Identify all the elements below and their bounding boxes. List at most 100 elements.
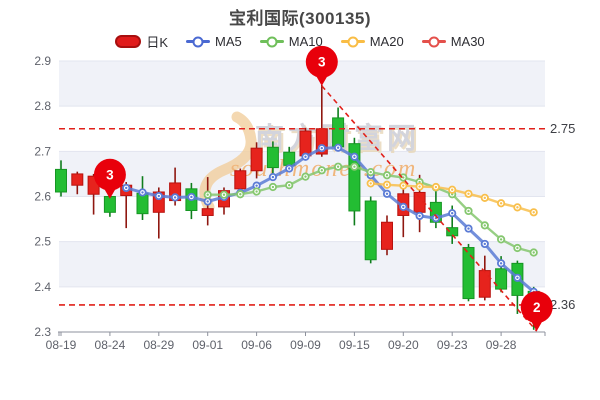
ma10-point-dot [288, 184, 291, 187]
candle-body [55, 168, 67, 193]
ma10-point-dot [353, 165, 356, 168]
candle-body [495, 268, 508, 290]
candle-body [71, 173, 84, 186]
ma5-point-dot [385, 192, 389, 195]
legend-label: MA20 [369, 34, 404, 49]
ma20-point-dot [451, 188, 454, 191]
y-axis-label: 2.5 [34, 235, 51, 249]
ma20-point-dot [532, 211, 535, 214]
candle-body [332, 117, 345, 148]
legend-item-ma20[interactable]: MA20 [340, 34, 404, 49]
daily-k-swatch-icon [115, 35, 142, 48]
reference-line-label: 2.75 [550, 121, 575, 136]
ma10-point-dot [467, 209, 470, 213]
plot-band [59, 61, 545, 107]
x-axis-label: 08-19 [46, 338, 77, 352]
balloon-circle-icon [93, 158, 126, 191]
x-axis-label: 09-06 [241, 338, 272, 352]
candle-body [234, 170, 247, 190]
ma5-point-dot [125, 186, 128, 190]
ma20-point-dot [434, 185, 438, 189]
ma20-ring-icon [347, 36, 359, 47]
ma10-point-dot [206, 193, 209, 196]
balloon-circle-icon [520, 291, 553, 324]
y-axis-label: 2.8 [34, 99, 51, 113]
candle-body [266, 146, 279, 169]
trendline [321, 85, 538, 332]
candle-body [462, 247, 475, 300]
candle-body [364, 200, 377, 261]
ma10-point-dot [516, 246, 519, 250]
ma5-point-dot [320, 146, 323, 150]
ma5-point-dot [190, 195, 193, 199]
ma20-point-dot [402, 184, 405, 187]
ma5-point-dot [271, 175, 275, 179]
ma10-point-dot [255, 190, 258, 193]
legend-item-daily-k[interactable]: 日K [115, 32, 168, 51]
chart-title: 宝利国际(300135) [228, 9, 372, 28]
ma5-point-dot [516, 276, 519, 279]
candle-body [283, 151, 296, 166]
ma20-marker-icon [340, 36, 365, 47]
y-axis-label: 2.3 [34, 325, 51, 339]
legend-label: MA5 [215, 34, 242, 49]
ma5-point-dot [451, 212, 454, 215]
ma20-point-dot [418, 185, 421, 188]
balloon-circle-icon [305, 45, 338, 78]
ma10-point-dot [369, 170, 372, 174]
ma5-point-dot [304, 155, 307, 158]
legend-item-ma5[interactable]: MA5 [186, 34, 242, 49]
ma30-marker-icon [421, 36, 446, 47]
ma5-point-dot [336, 146, 340, 149]
y-axis-label: 2.9 [34, 54, 51, 68]
ma20-point-dot [467, 192, 470, 195]
ma5-ring-icon [192, 36, 204, 47]
x-axis-label: 09-15 [339, 338, 370, 352]
ma30-ring-icon [428, 36, 440, 47]
legend-item-ma30[interactable]: MA30 [421, 34, 485, 49]
x-axis-label: 09-01 [192, 338, 223, 352]
x-axis-label: 08-24 [95, 338, 126, 352]
ma10-point-dot [385, 174, 389, 177]
ma5-point-dot [141, 191, 144, 194]
y-axis-label: 2.6 [34, 190, 51, 204]
candle-body [299, 130, 312, 157]
ma5-point-dot [157, 194, 160, 198]
marker-balloon: 3 [305, 45, 338, 86]
ma10-line [203, 162, 538, 257]
y-axis-label: 2.4 [34, 280, 51, 294]
x-axis-label: 08-29 [143, 338, 174, 352]
candle-body [446, 227, 459, 237]
ma20-point-dot [369, 182, 372, 185]
ma20-point-dot [499, 202, 503, 205]
ma5-point-dot [418, 214, 421, 218]
ma10-point-dot [320, 169, 323, 172]
ma20-point-dot [516, 206, 519, 209]
candle-body [478, 270, 491, 298]
ma5-point-dot [402, 205, 405, 209]
ma10-point-dot [499, 238, 503, 241]
ma10-point-dot [239, 193, 242, 196]
legend-label: MA10 [288, 34, 323, 49]
legend: 日K MA5 MA10 MA20 MA30 [0, 32, 600, 51]
ma10-point-dot [336, 165, 340, 168]
legend-label: MA30 [450, 34, 485, 49]
legend-label: 日K [146, 35, 169, 50]
ma10-point-dot [532, 251, 535, 254]
x-axis-label: 09-23 [437, 338, 468, 352]
balloon-number: 3 [106, 168, 114, 183]
candle-body [381, 221, 393, 250]
ma5-point-dot [467, 227, 470, 230]
ma10-point-dot [483, 224, 486, 227]
marker-balloon: 2 [520, 291, 553, 332]
ma5-marker-icon [186, 36, 211, 47]
candle-body [348, 143, 361, 212]
candle-body [250, 147, 263, 172]
legend-item-ma10[interactable]: MA10 [259, 34, 323, 49]
reference-line-label: 2.36 [550, 297, 575, 312]
ma10-point-dot [271, 185, 275, 189]
balloon-number: 2 [533, 300, 541, 315]
ma10-marker-icon [259, 36, 284, 47]
